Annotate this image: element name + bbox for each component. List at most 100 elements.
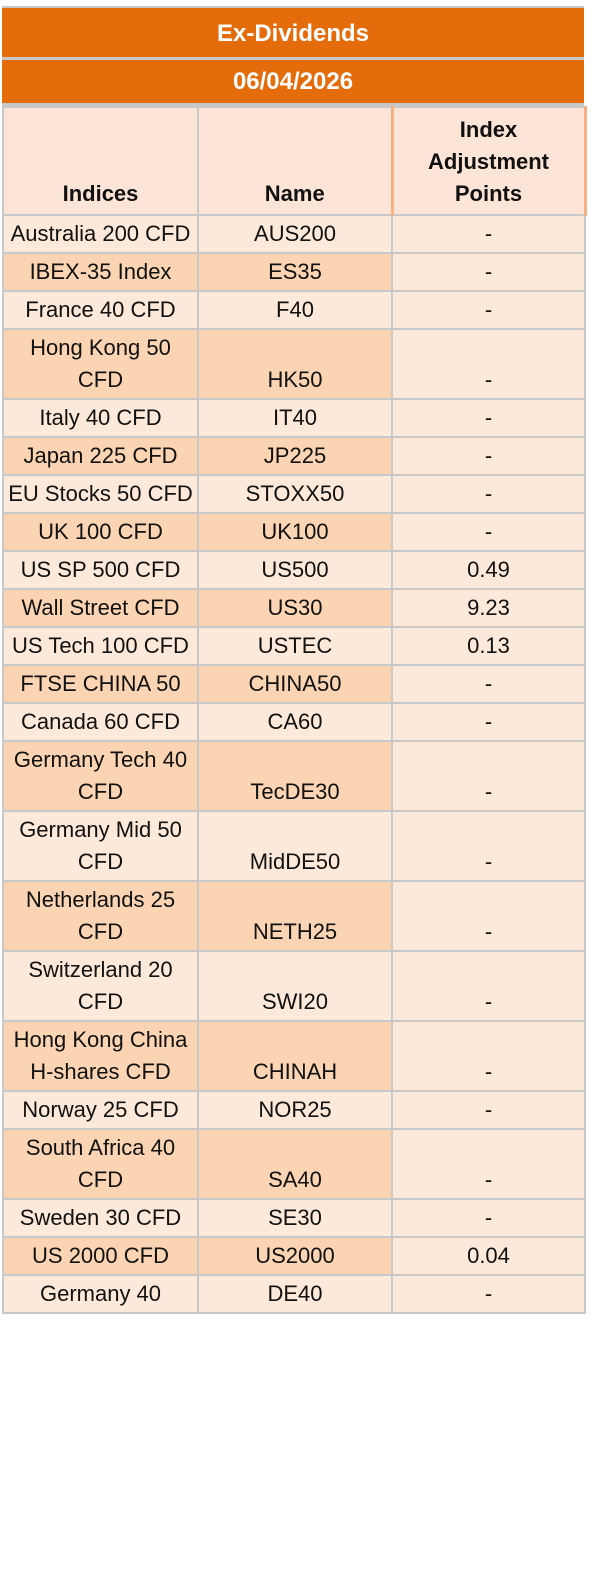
cell-index: FTSE CHINA 50 (2, 664, 199, 704)
cell-name: IT40 (197, 398, 393, 438)
cell-name: NOR25 (197, 1090, 393, 1130)
table-row: Switzerland 20 CFD SWI20- (2, 950, 586, 1022)
cell-index: Italy 40 CFD (2, 398, 199, 438)
table-row: Germany Mid 50 CFD MidDE50- (2, 810, 586, 882)
cell-adjustment-points: - (391, 436, 586, 476)
cell-index: Canada 60 CFD (2, 702, 199, 742)
cell-adjustment-points: - (391, 702, 586, 742)
cell-name: MidDE50 (197, 810, 393, 882)
table-row: Netherlands 25 CFD NETH25- (2, 880, 586, 952)
header-name: Name (197, 106, 393, 216)
header-indices: Indices (2, 106, 199, 216)
cell-adjustment-points: - (391, 398, 586, 438)
table-row: US 2000 CFD US2000 0.04 (2, 1236, 586, 1276)
cell-index: Australia 200 CFD (2, 214, 199, 254)
cell-adjustment-points: - (391, 1128, 586, 1200)
cell-adjustment-points: - (391, 950, 586, 1022)
cell-index: Germany Tech 40 CFD (2, 740, 199, 812)
cell-name: SWI20 (197, 950, 393, 1022)
cell-name: AUS200 (197, 214, 393, 254)
cell-index: Switzerland 20 CFD (2, 950, 199, 1022)
cell-adjustment-points: 0.49 (391, 550, 586, 590)
cell-adjustment-points: 0.13 (391, 626, 586, 666)
table-row: Germany 40 DE40- (2, 1274, 586, 1314)
table-row: Japan 225 CFD JP225- (2, 436, 586, 476)
cell-adjustment-points: - (391, 1198, 586, 1238)
cell-name: STOXX50 (197, 474, 393, 514)
table-row: Australia 200 CFD AUS200- (2, 214, 586, 254)
cell-index: Hong Kong China H-shares CFD (2, 1020, 199, 1092)
cell-adjustment-points: - (391, 290, 586, 330)
table-row: Canada 60 CFD CA60- (2, 702, 586, 742)
table-row: US SP 500 CFD US500 0.49 (2, 550, 586, 590)
cell-adjustment-points: 9.23 (391, 588, 586, 628)
cell-index: US Tech 100 CFD (2, 626, 199, 666)
cell-name: SA40 (197, 1128, 393, 1200)
cell-name: NETH25 (197, 880, 393, 952)
cell-name: CA60 (197, 702, 393, 742)
cell-index: South Africa 40 CFD (2, 1128, 199, 1200)
table-row: Wall Street CFD US30 9.23 (2, 588, 586, 628)
cell-index: Germany 40 (2, 1274, 199, 1314)
cell-name: US2000 (197, 1236, 393, 1276)
cell-index: US SP 500 CFD (2, 550, 199, 590)
cell-name: DE40 (197, 1274, 393, 1314)
ex-dividends-table-container: Ex-Dividends 06/04/2026 Indices Name Ind… (2, 6, 587, 1314)
cell-name: UK100 (197, 512, 393, 552)
table-row: Hong Kong China H-shares CFD CHINAH - (2, 1020, 586, 1092)
header-adjustment-label: Index Adjustment Points (428, 117, 549, 206)
cell-index: Sweden 30 CFD (2, 1198, 199, 1238)
cell-adjustment-points: - (391, 214, 586, 254)
cell-name: USTEC (197, 626, 393, 666)
cell-index: Germany Mid 50 CFD (2, 810, 199, 882)
cell-name: HK50 (197, 328, 393, 400)
table-row: EU Stocks 50 CFD STOXX50- (2, 474, 586, 514)
cell-index: Norway 25 CFD (2, 1090, 199, 1130)
cell-adjustment-points: - (391, 740, 586, 812)
cell-index: EU Stocks 50 CFD (2, 474, 199, 514)
cell-index: Hong Kong 50 CFD (2, 328, 199, 400)
cell-adjustment-points: - (391, 328, 586, 400)
cell-adjustment-points: - (391, 1090, 586, 1130)
header-adjustment-points: Index Adjustment Points (390, 106, 587, 216)
table-row: Sweden 30 CFD SE30- (2, 1198, 586, 1238)
table-row: South Africa 40 CFD SA40- (2, 1128, 586, 1200)
cell-name: TecDE30 (197, 740, 393, 812)
table-row: FTSE CHINA 50 CHINA50- (2, 664, 586, 704)
cell-name: JP225 (197, 436, 393, 476)
cell-name: ES35 (197, 252, 393, 292)
cell-name: SE30 (197, 1198, 393, 1238)
table-row: IBEX-35 Index ES35- (2, 252, 586, 292)
cell-adjustment-points: - (391, 512, 586, 552)
table-header-row: Indices Name Index Adjustment Points (2, 106, 587, 216)
cell-index: France 40 CFD (2, 290, 199, 330)
table-title: Ex-Dividends (2, 6, 584, 60)
cell-name: F40 (197, 290, 393, 330)
cell-index: US 2000 CFD (2, 1236, 199, 1276)
cell-adjustment-points: - (391, 474, 586, 514)
table-row: Italy 40 CFD IT40- (2, 398, 586, 438)
table-date: 06/04/2026 (2, 60, 584, 106)
table-row: Hong Kong 50 CFD HK50- (2, 328, 586, 400)
cell-name: CHINA50 (197, 664, 393, 704)
cell-index: UK 100 CFD (2, 512, 199, 552)
cell-adjustment-points: - (391, 1020, 586, 1092)
table-row: UK 100 CFD UK100- (2, 512, 586, 552)
cell-adjustment-points: 0.04 (391, 1236, 586, 1276)
cell-adjustment-points: - (391, 880, 586, 952)
cell-index: Netherlands 25 CFD (2, 880, 199, 952)
table-row: Norway 25 CFD NOR25- (2, 1090, 586, 1130)
cell-index: Wall Street CFD (2, 588, 199, 628)
ex-dividends-table: Indices Name Index Adjustment Points Aus… (2, 106, 587, 1314)
cell-name: CHINAH (197, 1020, 393, 1092)
cell-adjustment-points: - (391, 1274, 586, 1314)
cell-index: Japan 225 CFD (2, 436, 199, 476)
cell-name: US500 (197, 550, 393, 590)
table-row: US Tech 100 CFD USTEC 0.13 (2, 626, 586, 666)
table-row: France 40 CFD F40- (2, 290, 586, 330)
cell-adjustment-points: - (391, 664, 586, 704)
table-row: Germany Tech 40 CFD TecDE30- (2, 740, 586, 812)
cell-adjustment-points: - (391, 810, 586, 882)
cell-adjustment-points: - (391, 252, 586, 292)
cell-index: IBEX-35 Index (2, 252, 199, 292)
